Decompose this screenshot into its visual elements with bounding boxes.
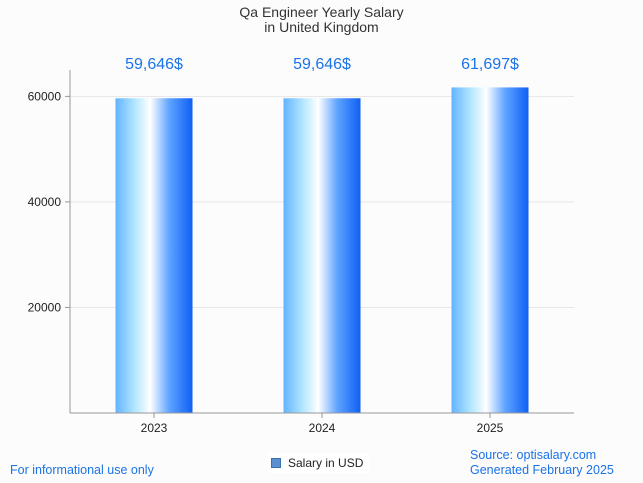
data-label: 59,646$ [125, 56, 183, 73]
y-tick-label: 40000 [28, 195, 62, 209]
bar [283, 98, 361, 413]
x-tick-label: 2025 [477, 421, 504, 435]
chart-title-line-1: Qa Engineer Yearly Salary [239, 4, 404, 20]
x-tick-label: 2024 [309, 421, 336, 435]
bar [115, 98, 193, 413]
y-tick-label: 20000 [28, 300, 62, 314]
disclaimer-text: For informational use only [10, 463, 154, 477]
data-label: 61,697$ [461, 56, 519, 73]
legend: Salary in USD [268, 453, 370, 473]
generated-text: Generated February 2025 [470, 463, 614, 477]
x-tick-label: 2023 [141, 421, 168, 435]
bar [451, 87, 529, 413]
source-text: Source: optisalary.com [470, 448, 597, 462]
chart-title-line-2: in United Kingdom [264, 19, 379, 35]
legend-label: Salary in USD [288, 456, 364, 470]
y-tick-label: 60000 [28, 89, 62, 103]
legend-swatch [271, 458, 281, 468]
data-label: 59,646$ [293, 56, 351, 73]
